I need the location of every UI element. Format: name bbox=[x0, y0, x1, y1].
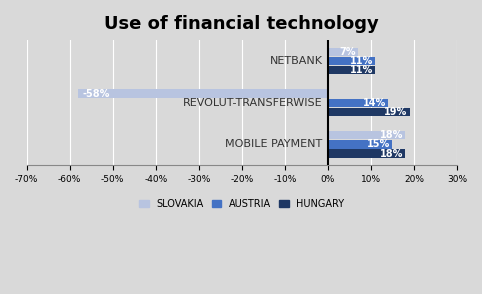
Text: 7%: 7% bbox=[339, 47, 356, 57]
Text: 15%: 15% bbox=[367, 139, 390, 149]
Bar bbox=[78, 89, 328, 98]
Text: 11%: 11% bbox=[350, 65, 373, 75]
Legend: SLOVAKIA, AUSTRIA, HUNGARY: SLOVAKIA, AUSTRIA, HUNGARY bbox=[135, 195, 348, 213]
Bar bbox=[328, 57, 375, 65]
Text: -58%: -58% bbox=[82, 88, 110, 98]
Bar bbox=[328, 108, 410, 116]
Text: 11%: 11% bbox=[350, 56, 373, 66]
Bar bbox=[328, 98, 388, 107]
Text: 18%: 18% bbox=[380, 148, 403, 158]
Text: MOBILE PAYMENT: MOBILE PAYMENT bbox=[226, 139, 323, 149]
Text: REVOLUT-TRANSFERWISE: REVOLUT-TRANSFERWISE bbox=[183, 98, 323, 108]
Text: 19%: 19% bbox=[384, 107, 407, 117]
Title: Use of financial technology: Use of financial technology bbox=[105, 15, 379, 33]
Bar bbox=[328, 149, 405, 158]
Bar bbox=[328, 48, 358, 56]
Bar bbox=[328, 131, 405, 139]
Bar bbox=[328, 140, 392, 148]
Text: 18%: 18% bbox=[380, 130, 403, 140]
Bar bbox=[328, 66, 375, 74]
Text: NETBANK: NETBANK bbox=[270, 56, 323, 66]
Text: 14%: 14% bbox=[362, 98, 386, 108]
